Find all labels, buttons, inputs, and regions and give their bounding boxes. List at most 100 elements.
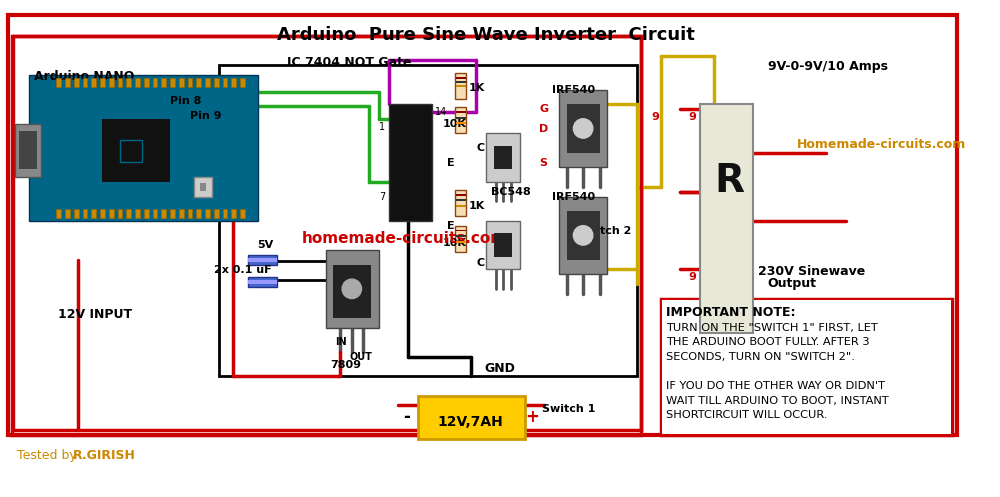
Bar (12, 36, 641, 434)
Text: 12V INPUT: 12V INPUT (58, 308, 132, 321)
Bar (456, 236, 466, 238)
Text: 9: 9 (651, 112, 659, 122)
Bar (486, 221, 520, 269)
Text: D: D (539, 124, 549, 134)
Text: C: C (476, 258, 484, 268)
Text: Switch 2: Switch 2 (578, 226, 632, 236)
Text: R.GIRISH: R.GIRISH (73, 449, 136, 462)
Bar (15, 124, 41, 177)
Text: 14: 14 (435, 107, 448, 117)
Text: WAIT TILL ARDUINO TO BOOT, INSTANT: WAIT TILL ARDUINO TO BOOT, INSTANT (666, 396, 888, 406)
Bar (456, 111, 466, 113)
Bar (91, 209, 96, 218)
Bar (494, 234, 512, 257)
Text: 1K: 1K (468, 201, 485, 211)
Bar (661, 299, 952, 434)
Bar (214, 78, 219, 86)
Text: Arduino NANO: Arduino NANO (34, 70, 134, 83)
Bar (65, 78, 70, 86)
Circle shape (573, 226, 593, 245)
Bar (8, 15, 957, 434)
Bar (418, 396, 525, 439)
Bar (456, 199, 466, 201)
Bar (559, 196, 607, 274)
Bar (161, 78, 166, 86)
Text: Output: Output (768, 277, 817, 290)
Bar (179, 209, 184, 218)
Bar (9, 16, 956, 434)
Bar (231, 78, 236, 86)
Text: IC 7404 NOT Gate: IC 7404 NOT Gate (287, 56, 411, 69)
Bar (219, 65, 637, 376)
Bar (456, 230, 466, 232)
Text: E: E (447, 158, 455, 167)
Text: C: C (476, 143, 484, 153)
Text: 7: 7 (379, 192, 385, 202)
Text: GND: GND (484, 362, 515, 375)
Bar (65, 209, 70, 218)
Bar (326, 250, 379, 328)
Text: +: + (525, 409, 539, 426)
Bar (144, 209, 149, 218)
Text: Homemade-circuits.com: Homemade-circuits.com (797, 138, 966, 151)
Circle shape (342, 279, 362, 299)
Bar (486, 133, 520, 182)
Bar (56, 78, 61, 86)
Text: 10K: 10K (442, 238, 466, 248)
Bar (389, 104, 432, 221)
Bar (196, 209, 201, 218)
Bar (118, 209, 122, 218)
Bar (19, 131, 37, 169)
Bar (153, 209, 157, 218)
Bar (559, 89, 607, 167)
Text: 1K: 1K (468, 83, 485, 93)
Text: S: S (539, 158, 547, 167)
Bar (455, 226, 466, 252)
Bar (135, 209, 140, 218)
Bar (567, 104, 600, 153)
Bar (179, 78, 184, 86)
Text: 5V: 5V (258, 240, 274, 250)
Text: 2x 0.1 uF: 2x 0.1 uF (214, 264, 271, 274)
Text: 10K: 10K (442, 119, 466, 129)
Bar (248, 258, 277, 261)
Text: IN: IN (335, 337, 347, 347)
Bar (455, 190, 466, 216)
Bar (109, 209, 114, 218)
Text: SHORTCIRCUIT WILL OCCUR.: SHORTCIRCUIT WILL OCCUR. (666, 411, 827, 420)
Text: 1: 1 (379, 122, 385, 132)
Bar (153, 78, 157, 86)
Bar (231, 209, 236, 218)
Bar (126, 78, 131, 86)
Bar (248, 280, 277, 284)
Bar (118, 78, 122, 86)
Bar (223, 78, 227, 86)
Text: IF YOU DO THE OTHER WAY OR DIDN'T: IF YOU DO THE OTHER WAY OR DIDN'T (666, 381, 885, 391)
Text: IRF540: IRF540 (552, 85, 595, 95)
Text: 12V,7AH: 12V,7AH (437, 415, 503, 429)
Bar (100, 209, 105, 218)
Bar (56, 209, 61, 218)
Bar (214, 209, 219, 218)
Bar (662, 300, 951, 434)
Bar (170, 209, 175, 218)
Text: IMPORTANT NOTE:: IMPORTANT NOTE: (666, 306, 795, 320)
Bar (188, 78, 192, 86)
Bar (29, 75, 258, 221)
Bar (248, 277, 277, 287)
Bar (83, 78, 87, 86)
Bar (456, 205, 466, 207)
Text: 9V-0-9V/10 Amps: 9V-0-9V/10 Amps (768, 61, 888, 74)
Bar (223, 209, 227, 218)
Bar (126, 209, 131, 218)
Bar (29, 75, 258, 221)
Bar (194, 177, 212, 196)
Bar (456, 85, 466, 86)
Text: Arduino  Pure Sine Wave Inverter  Circuit: Arduino Pure Sine Wave Inverter Circuit (277, 26, 695, 44)
Bar (109, 78, 114, 86)
Text: Switch 1: Switch 1 (542, 404, 596, 414)
Circle shape (573, 119, 593, 138)
Bar (240, 78, 245, 86)
Bar (333, 264, 371, 318)
Bar (13, 37, 640, 434)
